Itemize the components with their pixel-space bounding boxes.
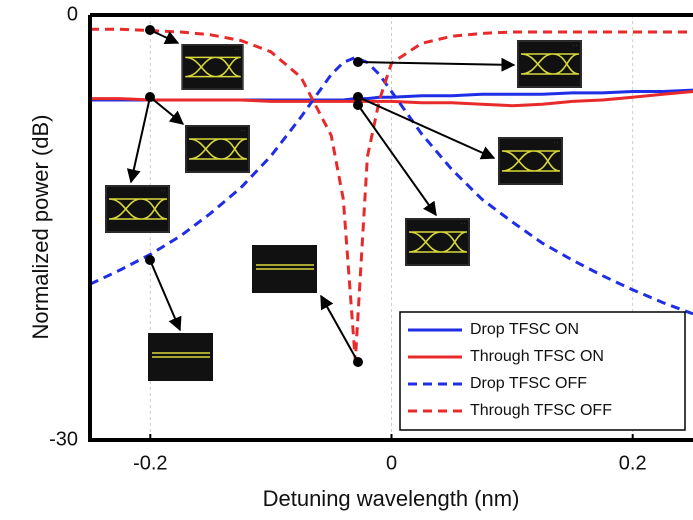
marker-dot	[145, 255, 155, 265]
x-tick-label: 0	[386, 452, 397, 474]
chart: · · -0.200.2-300	[0, 0, 693, 520]
eye-inset	[185, 125, 250, 173]
marker-dot	[353, 357, 363, 367]
legend-label: Through TFSC ON	[470, 348, 604, 365]
eye-inset	[498, 137, 563, 185]
legend: Drop TFSC ON Through TFSC ON Drop TFSC OFF…	[400, 312, 685, 430]
legend-label: Through TFSC OFF	[470, 402, 612, 419]
eye-inset	[252, 245, 317, 293]
arrow	[358, 97, 494, 158]
y-tick-label: -30	[49, 428, 78, 450]
legend-label: Drop TFSC OFF	[470, 375, 587, 392]
eye-inset	[517, 40, 582, 88]
marker-dot	[353, 100, 363, 110]
eye-inset	[181, 44, 243, 90]
x-axis-label: Detuning wavelength (nm)	[263, 486, 520, 511]
marker-dot	[353, 57, 363, 67]
legend-label: Drop TFSC ON	[470, 321, 579, 338]
eye-inset	[148, 333, 213, 381]
eye-inset	[405, 218, 470, 266]
arrow	[358, 62, 514, 65]
x-tick-label: 0.2	[619, 452, 647, 474]
arrow	[150, 260, 180, 330]
marker-dot	[145, 92, 155, 102]
y-axis-label: Normalized power (dB)	[28, 115, 53, 340]
x-tick-label: -0.2	[133, 452, 167, 474]
marker-dot	[145, 25, 155, 35]
arrow	[358, 105, 436, 215]
y-tick-label: 0	[67, 3, 78, 25]
eye-inset	[105, 185, 170, 233]
arrow	[131, 97, 150, 182]
